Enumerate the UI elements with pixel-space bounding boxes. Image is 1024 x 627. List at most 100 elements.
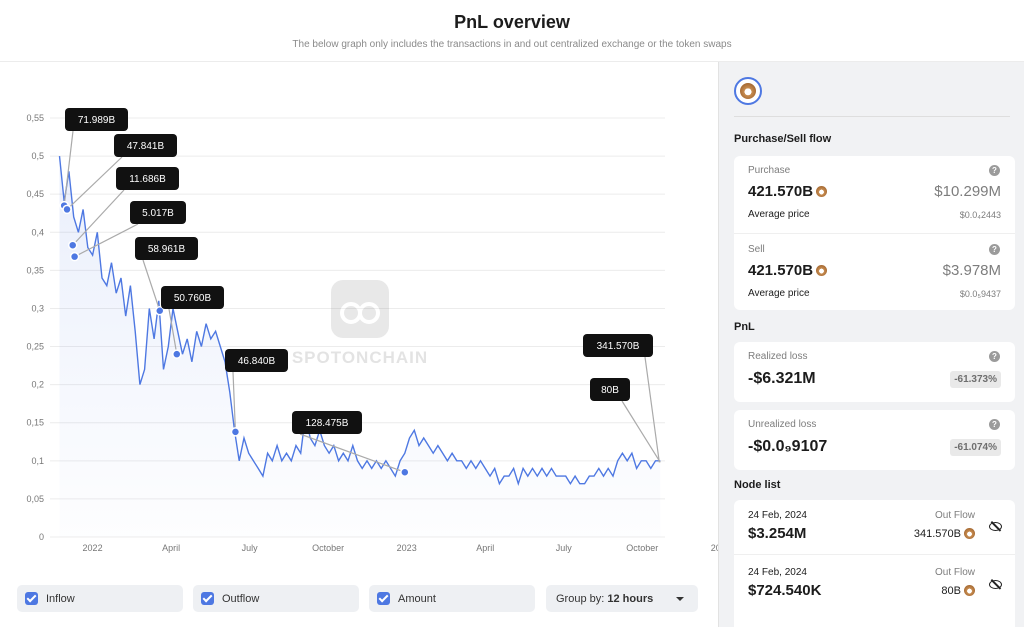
token-coin-icon xyxy=(964,527,975,539)
unrealized-pct-badge: -61.074% xyxy=(950,439,1001,456)
marker-label: 128.475B xyxy=(306,418,349,429)
node-list: 24 Feb, 2024 $3.254M Out Flow 341.570B 2… xyxy=(734,500,1015,627)
marker-connector xyxy=(621,400,661,463)
y-tick-label: 0,05 xyxy=(26,494,44,504)
groupby-label: Group by: xyxy=(556,592,605,605)
marker-point xyxy=(62,204,72,215)
purchase-amount: 421.570B xyxy=(748,183,828,200)
marker-label-box xyxy=(130,201,186,224)
marker-point xyxy=(69,251,80,262)
y-tick-label: 0,4 xyxy=(31,227,44,237)
outflow-checkbox-icon[interactable] xyxy=(201,592,214,605)
marker-connector xyxy=(644,356,660,463)
help-icon[interactable]: ? xyxy=(989,244,1000,255)
node-date: 24 Feb, 2024 xyxy=(748,567,807,578)
marker-label-box xyxy=(116,167,179,190)
marker-label: 341.570B xyxy=(597,341,640,352)
node-amount: 80B xyxy=(941,584,975,597)
realized-pct-badge: -61.373% xyxy=(950,371,1001,388)
marker-connector xyxy=(72,189,125,246)
eye-off-icon[interactable] xyxy=(989,580,1002,589)
marker-connector xyxy=(66,156,123,210)
y-tick-label: 0,1 xyxy=(31,456,44,466)
header: PnL overview The below graph only includ… xyxy=(0,0,1024,62)
outflow-toggle[interactable]: Outflow xyxy=(193,585,359,612)
x-tick-label: July xyxy=(242,543,259,553)
marker-label-box xyxy=(65,108,128,131)
node-date: 24 Feb, 2024 xyxy=(748,510,807,521)
marker-point xyxy=(155,305,165,316)
x-tick-label: April xyxy=(476,543,494,553)
sell-usd: $3.978M xyxy=(942,262,1001,279)
marker-label-box xyxy=(583,334,653,357)
marker-label: 58.961B xyxy=(148,244,186,255)
y-tick-label: 0,25 xyxy=(26,342,44,352)
marker-label-box xyxy=(114,134,177,157)
help-icon[interactable]: ? xyxy=(989,351,1000,362)
marker-label-box xyxy=(590,378,630,401)
x-tick-label: 2022 xyxy=(83,543,103,553)
side-panel: Purchase/Sell flow Purchase ? 421.570B $… xyxy=(718,62,1024,627)
purchase-amount-value: 421.570B xyxy=(748,183,814,200)
y-tick-label: 0,35 xyxy=(26,265,44,275)
node-flow: Out Flow xyxy=(934,567,975,578)
inflow-label: Inflow xyxy=(46,592,75,605)
marker-label-box xyxy=(161,286,224,309)
realized-value: -$6.321M xyxy=(748,370,816,387)
page-subtitle: The below graph only includes the transa… xyxy=(292,39,732,50)
node-amount-value: 80B xyxy=(941,585,961,597)
series-area xyxy=(59,156,661,537)
amount-toggle[interactable]: Amount xyxy=(369,585,535,612)
marker-label: 11.686B xyxy=(129,174,166,185)
x-tick-label: July xyxy=(556,543,573,553)
x-tick-label: 2024 xyxy=(711,543,718,553)
unrealized-loss-card: Unrealized loss ? -$0.0₉9107 -61.074% xyxy=(734,410,1015,470)
purchase-avg-value: $0.0₄2443 xyxy=(959,210,1001,220)
watermark-text: SPOTONCHAIN xyxy=(291,348,429,367)
x-tick-label: 2023 xyxy=(397,543,417,553)
help-icon[interactable]: ? xyxy=(989,419,1000,430)
marker-point xyxy=(400,467,410,477)
help-icon[interactable]: ? xyxy=(989,165,1000,176)
marker-label: 47.841B xyxy=(127,141,165,152)
purchase-usd: $10.299M xyxy=(934,183,1001,200)
amount-checkbox-icon[interactable] xyxy=(377,592,390,605)
inflow-toggle[interactable]: Inflow xyxy=(17,585,183,612)
chevron-down-icon xyxy=(676,596,684,601)
y-tick-label: 0 xyxy=(39,532,44,542)
marker-connector xyxy=(232,371,237,432)
sell-avg-value: $0.0₅9437 xyxy=(959,289,1001,299)
y-tick-label: 0,2 xyxy=(31,380,44,390)
marker-connector xyxy=(142,259,161,311)
groupby-text: Group by: 12 hours xyxy=(556,593,653,605)
marker-point xyxy=(172,349,182,359)
realized-loss-card: Realized loss ? -$6.321M -61.373% xyxy=(734,342,1015,402)
token-avatar[interactable] xyxy=(734,77,762,105)
marker-label: 46.840B xyxy=(238,356,276,367)
marker-label-box xyxy=(135,237,198,260)
purchase-sell-card: Purchase ? 421.570B $10.299M Average pri… xyxy=(734,156,1015,310)
groupby-select[interactable]: Group by: 12 hours xyxy=(546,585,698,612)
node-usd: $3.254M xyxy=(748,525,807,542)
divider xyxy=(734,116,1010,117)
x-tick-label: October xyxy=(626,543,658,553)
chart-panel: 0 0,05 0,1 0,15 0,2 0,25 0,3 0,35 0,4 0,45 0,5 0,55… xyxy=(0,62,718,627)
divider xyxy=(734,554,1015,555)
marker-point xyxy=(67,240,78,250)
sell-amount: 421.570B xyxy=(748,262,828,279)
y-tick-label: 0,45 xyxy=(26,189,44,199)
eye-off-icon[interactable] xyxy=(989,522,1002,531)
marker-label-box xyxy=(292,411,362,434)
marker-connector xyxy=(74,223,139,258)
marker-label-box xyxy=(225,349,288,372)
node-flow: Out Flow xyxy=(934,510,975,521)
token-coin-icon xyxy=(816,264,828,276)
node-usd: $724.540K xyxy=(748,582,822,599)
realized-label: Realized loss xyxy=(748,351,808,362)
inflow-checkbox-icon[interactable] xyxy=(25,592,38,605)
purchase-label: Purchase xyxy=(748,165,791,176)
groupby-value: 12 hours xyxy=(607,592,654,605)
purchase-sell-title: Purchase/Sell flow xyxy=(734,133,832,145)
unrealized-label: Unrealized loss xyxy=(748,419,817,430)
y-tick-label: 0,55 xyxy=(26,113,44,123)
